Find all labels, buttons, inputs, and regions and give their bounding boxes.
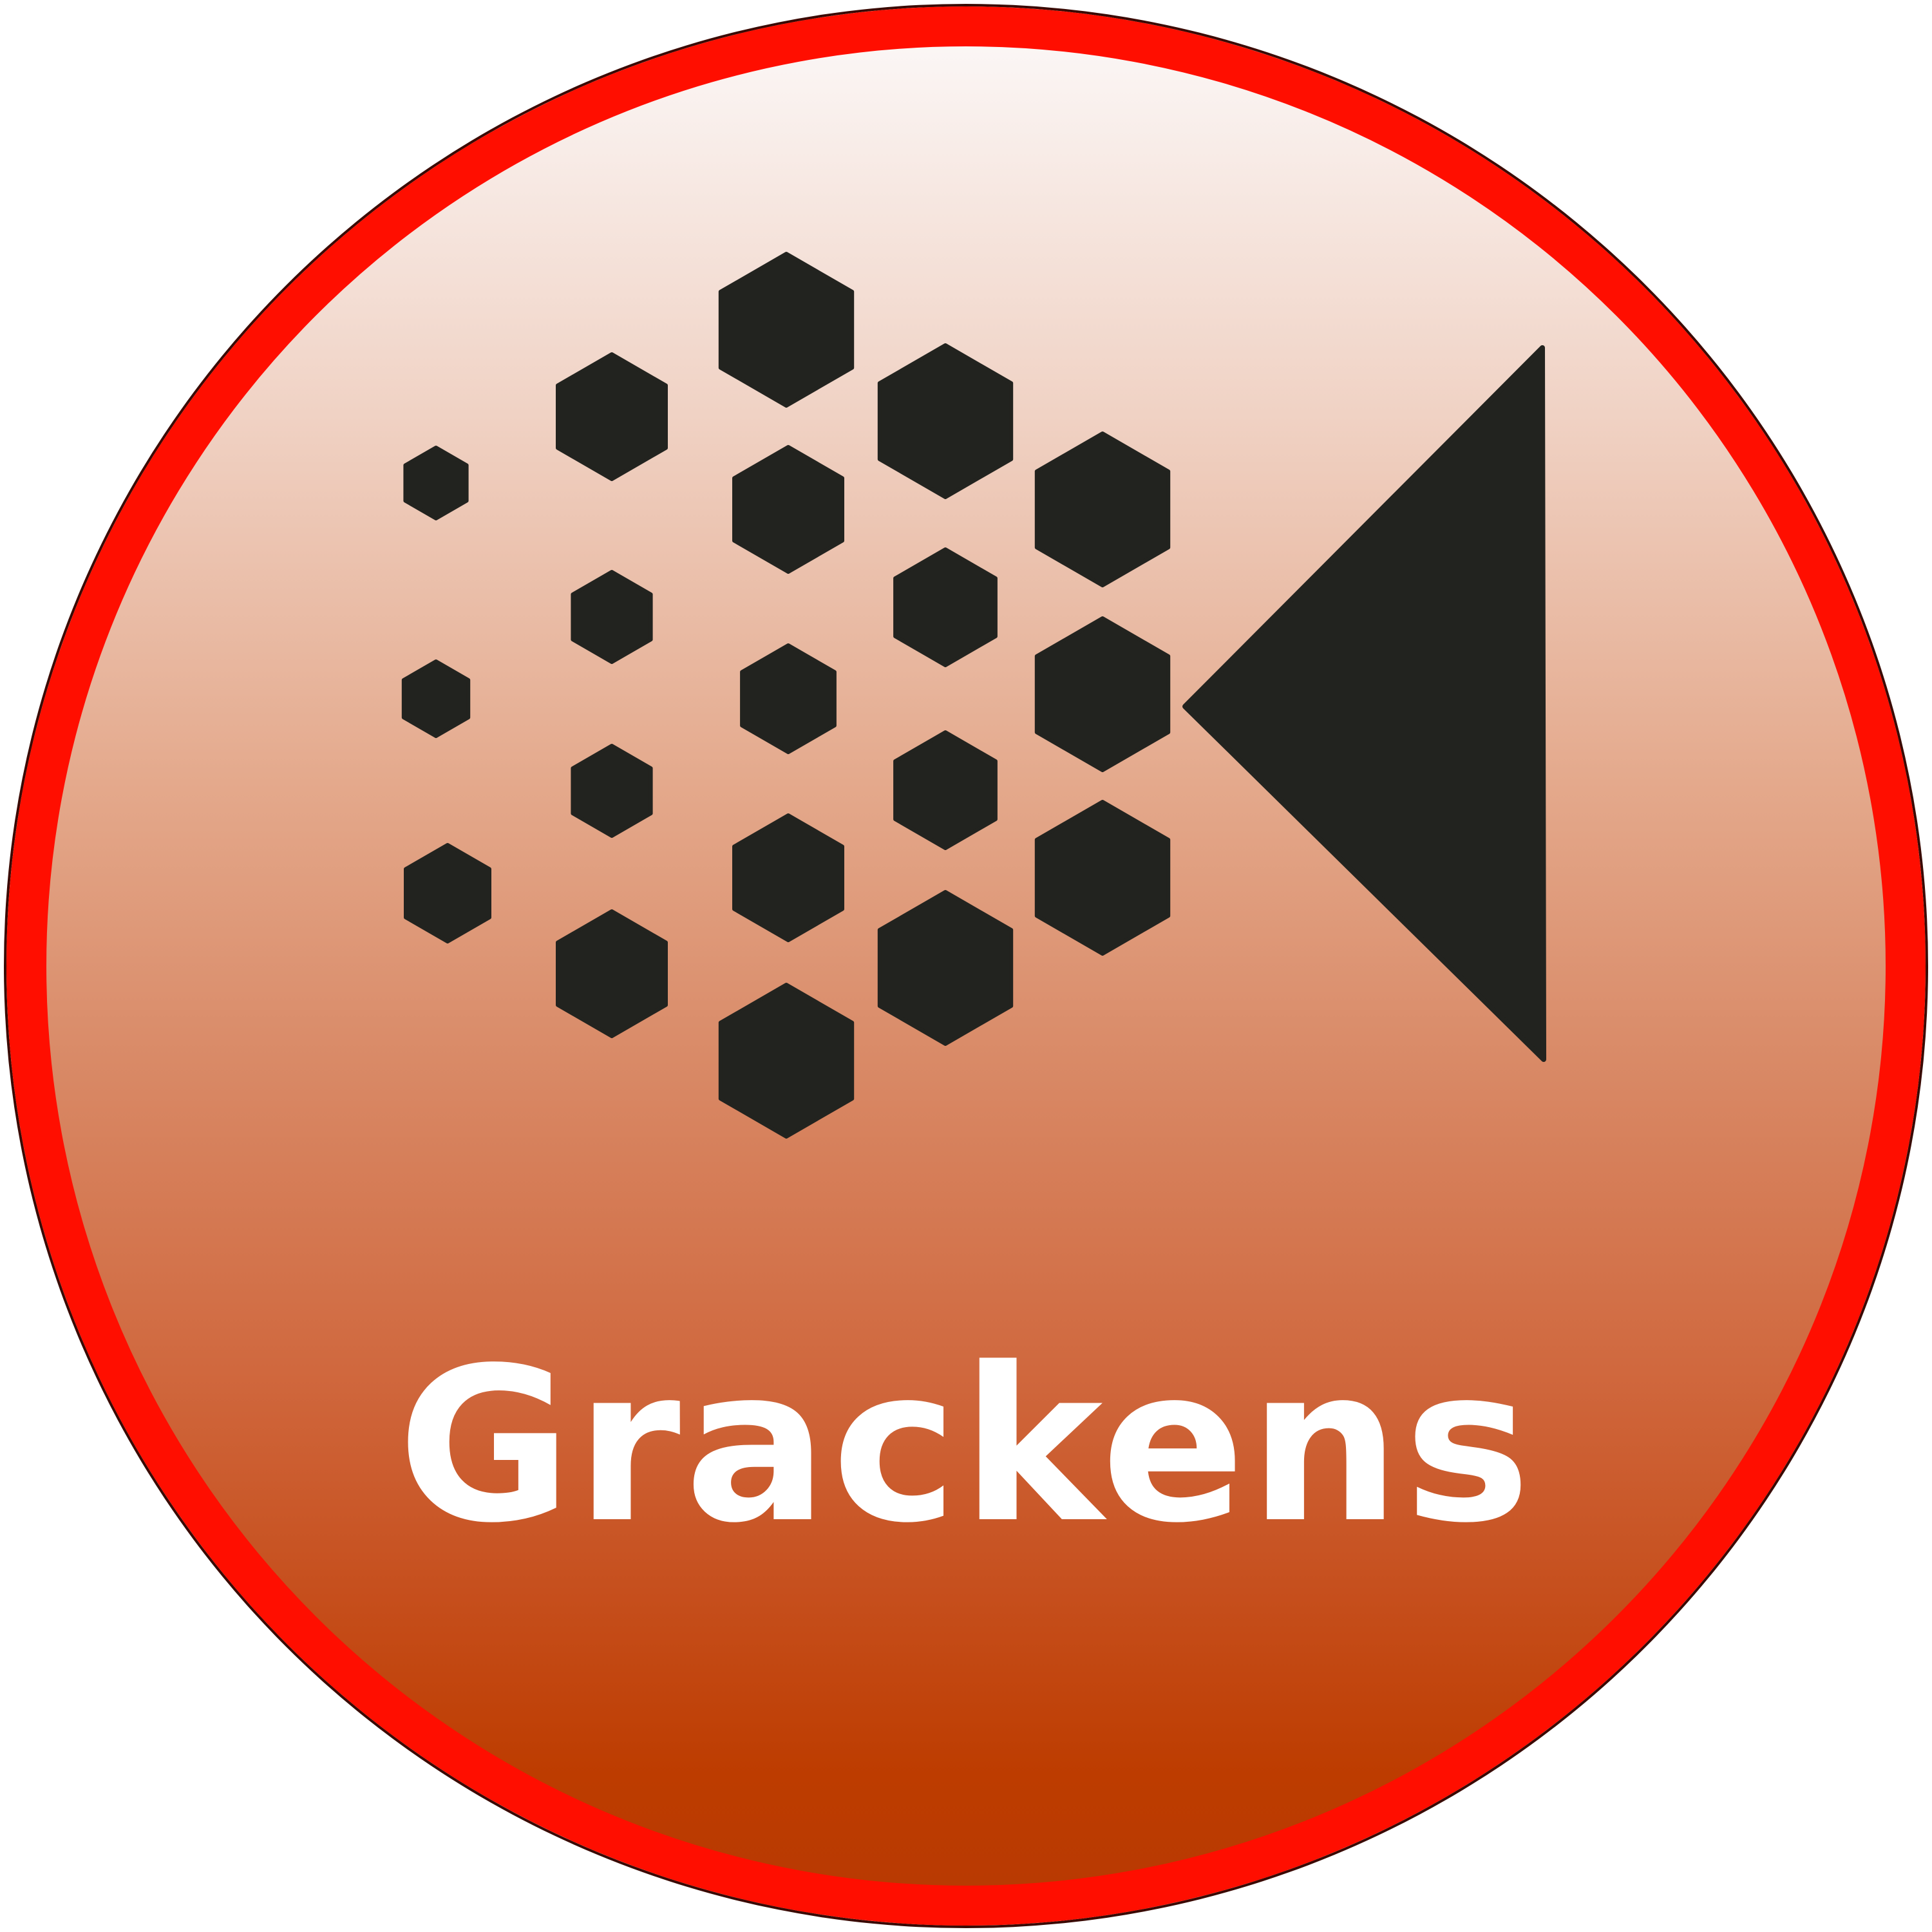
hexagon-icon [877,890,1014,1046]
hexagon-icon [877,343,1014,499]
brand-name: Grackens [397,1322,1535,1569]
hexagon-icon [893,730,998,850]
hexagon-icon [718,252,855,408]
hexagon-icon [1034,616,1171,772]
hexagon-icon [732,813,844,942]
hexagon-icon [403,446,469,520]
play-triangle-icon [1182,345,1546,1062]
hexagon-icon [740,643,837,754]
hexagon-icon [1034,431,1171,587]
hexagon-icon [1034,800,1171,956]
hexagon-icon [556,352,668,481]
hexagon-icon [404,843,491,943]
hexagon-icon [556,909,668,1038]
hexagon-icon [401,659,471,738]
hexagon-icon [732,445,844,574]
hexagon-icon [571,744,653,838]
hexagon-icon [718,983,855,1139]
hexagon-icon [571,570,653,664]
hexagon-icon [893,547,998,667]
